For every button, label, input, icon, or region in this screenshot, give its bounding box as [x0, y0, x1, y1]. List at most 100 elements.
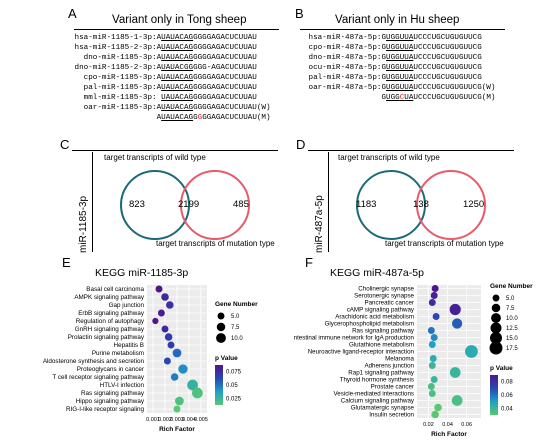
seq-row: dno-miR-1185-3p:AUAUACAGGGGGAGACUCUUAU	[70, 53, 257, 63]
size-legend-dot	[491, 303, 501, 313]
seq-name: hsa-miR-1185-2-3p:	[70, 44, 157, 52]
kegg-chart-f: KEGG miR-487a-5p Cholinergic synapseSerot…	[294, 267, 533, 438]
term-label: Purine metabolism	[92, 350, 144, 357]
panel-c-venn	[120, 170, 250, 240]
panel-d-top-label: target transcripts of wild type	[338, 153, 440, 162]
size-legend-label: 17.5	[506, 346, 518, 352]
size-legend-dot	[492, 294, 500, 302]
size-legend-dot	[490, 322, 502, 334]
term-label: Arachidonic acid metabolism	[335, 314, 414, 321]
bubble-point	[451, 395, 463, 406]
color-legend-label: 0.025	[226, 396, 242, 402]
term-label: Pancreatic cancer	[364, 300, 414, 307]
bubble-point	[451, 318, 463, 329]
seq-text: AUAUACAGGGGGAGACUCUUAU	[156, 44, 257, 52]
chart-group: KEGG miR-487a-5p Cholinergic synapseSerot…	[294, 267, 533, 438]
seq-row: GUGGCUAUCCCUGCUGUGUUCG(M)	[304, 93, 495, 103]
bubble-point	[429, 355, 437, 362]
seq-name: hsa-miR-487a-5p:	[304, 34, 382, 42]
size-legend-label: 12.5	[506, 326, 518, 332]
color-legend-bar	[490, 375, 498, 415]
kegg-chart-e: KEGG miR-1185-3p Basal cell carcinomaAMPK…	[43, 267, 258, 433]
seq-text: GUGGUUAUCCCUGCUGUGUUCG	[381, 74, 482, 82]
bubble-point	[161, 293, 169, 301]
chart-title: KEGG miR-487a-5p	[330, 267, 424, 279]
x-tick-label: 0.003	[170, 417, 184, 423]
panel-letter-e: E	[62, 255, 71, 270]
seq-text: AUAUACAGGGGGAGACUCUUAU	[156, 74, 257, 82]
bubble-point	[428, 341, 436, 348]
seq-name: cpo-miR-487a-5p:	[304, 44, 382, 52]
panel-c-bottom-label: target transcripts of mutation type	[156, 239, 275, 248]
size-legend-dot	[217, 312, 225, 320]
venn-c-left-count: 823	[129, 199, 145, 210]
seq-row: AUAUACAGGGGGAGACUCUUAU(M)	[70, 113, 271, 123]
term-label: Ras signaling pathway	[81, 390, 145, 397]
term-label: Insulin secretion	[369, 412, 414, 419]
x-tick-label: 0.005	[194, 417, 208, 423]
panel-c-top-label: target transcripts of wild type	[104, 153, 206, 162]
bubble-point	[192, 387, 203, 399]
term-label: HTLV-I infection	[100, 382, 145, 389]
size-legend-label: 5.0	[506, 296, 515, 302]
size-legend-dot	[491, 313, 501, 323]
bubble-point	[172, 348, 182, 358]
bubble-point	[434, 403, 442, 412]
seq-name: oar-miR-1185-3p:	[70, 104, 157, 112]
bubble-point	[178, 364, 188, 374]
seq-row: pal-miR-1185-3p:AUAUACAGGGGGAGACUCUUAU	[70, 83, 257, 93]
bubble-point	[167, 341, 175, 349]
term-label: AMPK signaling pathway	[74, 294, 145, 301]
venn-d-right-count: 1250	[463, 199, 485, 210]
venn-wild-circle	[356, 170, 426, 240]
bubble-point	[427, 327, 435, 334]
venn-d-mid-count: 138	[413, 199, 429, 210]
bubble-point	[163, 357, 171, 365]
bubble-point	[430, 292, 438, 299]
panel-d-side-label: miR-487a-5p	[314, 195, 325, 253]
term-label: cAMP signaling pathway	[347, 307, 415, 314]
seq-row: cpo-miR-1185-3p:AUAUACAGGGGGAGACUCUUAU	[70, 73, 257, 83]
bubble-point	[449, 367, 461, 378]
bubble-point	[161, 325, 169, 333]
term-label: Neuroactive ligand-receptor interaction	[308, 349, 415, 356]
venn-c-mid-count: 2199	[178, 199, 200, 210]
seq-text: AUAUACAGGGGGAGACUCUUAU	[156, 84, 257, 92]
chart-group: KEGG miR-1185-3p Basal cell carcinomaAMPK…	[43, 267, 258, 433]
x-tick-label: 0.06	[461, 422, 472, 428]
bubble-point	[157, 309, 165, 317]
panel-c-side-label: miR-1185-3p	[78, 195, 89, 253]
bubble-point	[427, 383, 435, 390]
x-axis-label: Rich Factor	[159, 426, 195, 433]
seq-row: dno-miR-487a-5p:GUGGUUAUCCCUGCUGUGUUCG	[304, 53, 482, 63]
term-label: Prostate cancer	[371, 384, 414, 391]
bubble-point	[152, 317, 159, 325]
color-legend-label: 0.075	[226, 370, 242, 376]
panel-letter-f: F	[305, 255, 313, 270]
term-label: Ras signaling pathway	[352, 328, 415, 335]
seq-text: GUGGUUAUCCCUGCUGUGUUCG	[381, 34, 482, 42]
seq-row: hsa-miR-487a-5p:GUGGUUAUCCCUGCUGUGUUCG	[304, 33, 482, 43]
term-label: RIG-I-like receptor signaling	[66, 406, 145, 413]
size-legend-label: 10.0	[231, 336, 243, 342]
term-label: Prolactin signaling pathway	[68, 334, 145, 341]
bubble-point	[428, 362, 436, 369]
term-label: Serotonergic synapse	[354, 293, 414, 300]
seq-row: oar-miR-1185-3p:AUAUACAGGGGGAGACUCUUAU(W…	[70, 103, 271, 113]
bubble-point	[187, 379, 198, 391]
term-label: Aldosterone synthesis and secretion	[43, 358, 145, 365]
size-legend-dot	[489, 331, 503, 345]
venn-mutant-circle	[416, 170, 486, 240]
seq-name: dno-miR-487a-5p:	[304, 54, 382, 62]
venn-c-right-count: 485	[233, 199, 249, 210]
term-label: Melanoma	[385, 356, 414, 363]
seq-name: hsa-miR-1185-1-3p:	[70, 34, 157, 42]
term-label: Thyroid hormone synthesis	[340, 377, 414, 384]
panel-d-venn	[356, 170, 486, 240]
term-label: Proteoglycans in cancer	[77, 366, 144, 373]
panel-b-rule	[300, 29, 505, 30]
seq-text: GUGGUUAUCCCUGCUGUGUUCG	[381, 64, 482, 72]
bubble-point	[164, 333, 173, 341]
seq-text: GUGGUUAUCCCUGCUGUGUUCG(W)	[381, 84, 496, 92]
term-label: T cell receptor signaling pathway	[52, 374, 144, 381]
